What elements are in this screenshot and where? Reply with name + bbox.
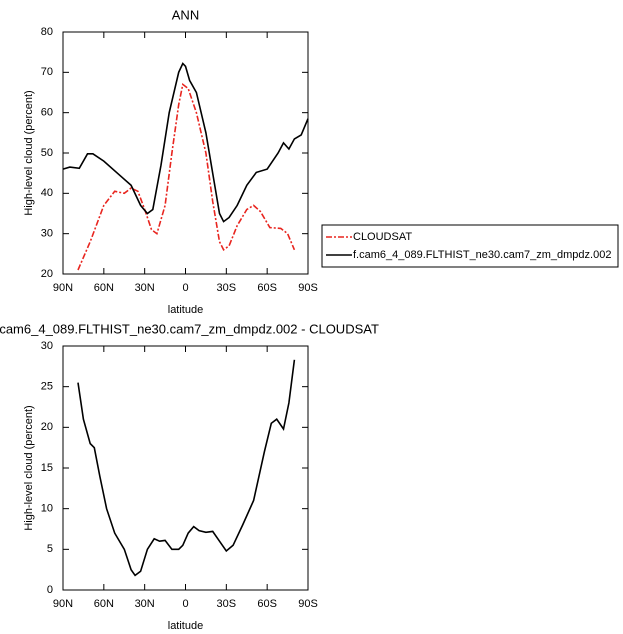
legend-box (321, 224, 619, 268)
y-axis-label: High-level cloud (percent) (23, 405, 35, 530)
x-tick-label: 90N (53, 282, 73, 294)
y-tick-label: 15 (41, 462, 53, 474)
x-axis-label: latitude (168, 304, 203, 316)
y-tick-label: 40 (41, 187, 53, 199)
x-tick-label: 90S (298, 282, 318, 294)
y-tick-label: 50 (41, 147, 53, 159)
x-tick-label: 30N (135, 598, 155, 610)
chart-title: ANN (172, 7, 199, 22)
data-line (77, 359, 296, 577)
y-tick-label: 25 (41, 381, 53, 393)
legend-label: f.cam6_4_089.FLTHIST_ne30.cam7_zm_dmpdz.… (353, 249, 611, 261)
x-tick-label: 0 (182, 598, 188, 610)
y-tick-label: 80 (41, 26, 53, 38)
x-axis-label: latitude (168, 620, 203, 632)
y-tick-label: 60 (41, 107, 53, 119)
y-axis-label: High-level cloud (percent) (23, 90, 35, 215)
plot-frame (62, 345, 309, 591)
legend-label: CLOUDSAT (353, 231, 412, 243)
y-tick-label: 10 (41, 503, 53, 515)
y-tick-label: 5 (47, 543, 53, 555)
y-tick-label: 0 (47, 584, 53, 596)
x-tick-label: 90S (298, 598, 318, 610)
chart-title: f.cam6_4_089.FLTHIST_ne30.cam7_zm_dmpdz.… (0, 321, 379, 336)
x-tick-label: 60S (257, 598, 277, 610)
x-tick-label: 90N (53, 598, 73, 610)
y-tick-label: 20 (41, 268, 53, 280)
data-line (62, 62, 309, 223)
x-tick-label: 60N (94, 282, 114, 294)
y-tick-label: 30 (41, 340, 53, 352)
x-tick-label: 60S (257, 282, 277, 294)
x-tick-label: 30S (217, 598, 237, 610)
data-line (77, 82, 296, 271)
y-tick-label: 30 (41, 228, 53, 240)
x-tick-label: 30S (217, 282, 237, 294)
plot-frame (62, 31, 309, 275)
y-tick-label: 20 (41, 421, 53, 433)
y-tick-label: 70 (41, 66, 53, 78)
x-tick-label: 60N (94, 598, 114, 610)
x-tick-label: 30N (135, 282, 155, 294)
x-tick-label: 0 (182, 282, 188, 294)
